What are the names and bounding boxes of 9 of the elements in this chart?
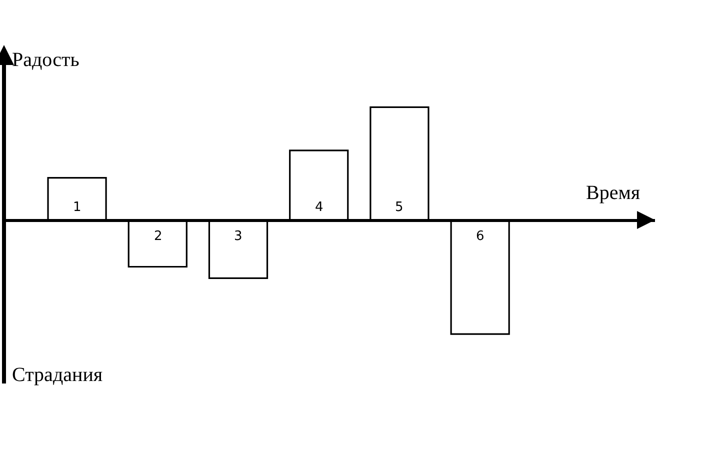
x-tick-label: 1 xyxy=(73,200,82,215)
x-tick-label: 2 xyxy=(154,229,162,244)
text: Страдания xyxy=(12,364,103,386)
x-tick-label: 6 xyxy=(476,229,484,244)
x-axis-title: Время xyxy=(586,182,640,204)
x-tick-label: 4 xyxy=(315,200,324,215)
text: Радость xyxy=(12,49,80,71)
x-tick-label: 5 xyxy=(395,200,404,215)
x-tick-label: 3 xyxy=(234,229,242,244)
